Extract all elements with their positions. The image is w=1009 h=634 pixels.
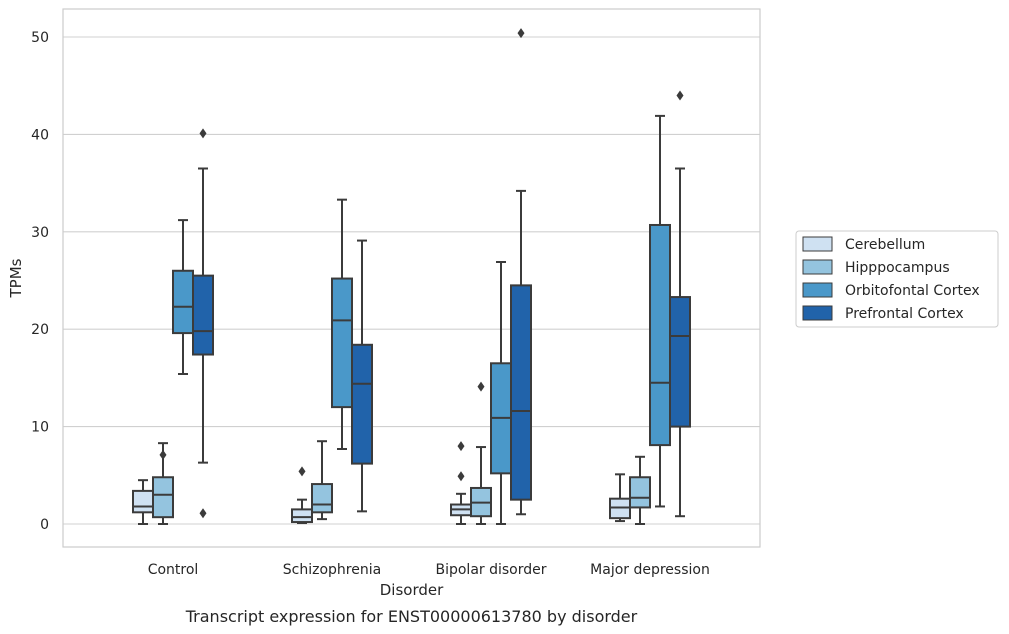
- box-iqr: [649, 223, 671, 447]
- box-iqr: [351, 343, 373, 465]
- outlier-point: [457, 471, 465, 482]
- y-tick-labels: 0 10 20 30 40 50: [31, 30, 49, 533]
- legend-swatch: [802, 305, 833, 321]
- y-tick-label: 10: [31, 420, 49, 436]
- legend-item: Prefrontal Cortex: [802, 305, 964, 322]
- y-tick-label: 50: [31, 30, 49, 46]
- x-tick-label: Major depression: [590, 562, 710, 578]
- y-tick-label: 40: [31, 127, 49, 143]
- box-prefrontal-cortex-3: [669, 90, 691, 518]
- x-axis-label: Disorder: [380, 581, 444, 599]
- legend-item: Cerebellum: [802, 236, 925, 253]
- box-prefrontal-cortex-2: [510, 28, 532, 516]
- legend-item: Hipppocampus: [802, 259, 950, 276]
- legend-frame: [795, 230, 999, 328]
- plot-frame: [62, 8, 761, 548]
- box-iqr: [152, 476, 174, 519]
- box-hipppocampus-2: [470, 381, 492, 525]
- outlier-point: [159, 449, 167, 460]
- x-tick-label: Schizophrenia: [283, 562, 381, 578]
- y-tick-label: 0: [40, 517, 49, 533]
- box-iqr: [132, 489, 154, 514]
- outlier-point: [199, 508, 207, 519]
- legend-label: Hipppocampus: [845, 260, 950, 276]
- box-iqr: [192, 274, 214, 356]
- x-tick-labels: Control Schizophrenia Bipolar disorder Majo…: [148, 562, 710, 578]
- box-hipppocampus-0: [152, 442, 174, 525]
- box-prefrontal-cortex-1: [351, 239, 373, 513]
- box-iqr: [331, 277, 353, 409]
- box-iqr: [669, 296, 691, 428]
- box-iqr: [291, 508, 313, 524]
- outlier-point: [517, 28, 525, 39]
- y-tick-label: 20: [31, 322, 49, 338]
- box-iqr: [172, 269, 194, 335]
- legend-item: Orbitofontal Cortex: [802, 282, 980, 299]
- y-axis-label: TPMs: [7, 258, 25, 298]
- chart-caption: Transcript expression for ENST0000061378…: [185, 607, 638, 626]
- box-prefrontal-cortex-0: [192, 128, 214, 519]
- legend-label: Prefrontal Cortex: [845, 306, 964, 322]
- box-iqr: [629, 476, 651, 509]
- outlier-point: [457, 441, 465, 452]
- box-series: [132, 28, 691, 525]
- x-tick-label: Bipolar disorder: [435, 562, 546, 578]
- outlier-point: [298, 466, 306, 477]
- legend-swatch: [802, 236, 833, 252]
- box-orbitofontal-cortex-0: [172, 219, 194, 376]
- legend-label: Cerebellum: [845, 237, 925, 253]
- outlier-point: [199, 128, 207, 139]
- legend: Cerebellum Hipppocampus Orbitofontal Corte…: [795, 230, 999, 328]
- legend-swatch: [802, 259, 833, 275]
- legend-swatch: [802, 282, 833, 298]
- outlier-point: [676, 90, 684, 101]
- box-iqr: [311, 483, 333, 514]
- box-cerebellum-2: [450, 441, 472, 525]
- x-tick-label: Control: [148, 562, 199, 578]
- box-hipppocampus-1: [311, 440, 333, 521]
- outlier-point: [477, 381, 485, 392]
- legend-label: Orbitofontal Cortex: [845, 283, 980, 299]
- box-cerebellum-1: [291, 466, 313, 525]
- box-iqr: [510, 284, 532, 501]
- box-cerebellum-0: [132, 479, 154, 525]
- y-tick-label: 30: [31, 225, 49, 241]
- box-orbitofontal-cortex-1: [331, 198, 353, 451]
- box-orbitofontal-cortex-3: [649, 114, 671, 508]
- box-hipppocampus-3: [629, 455, 651, 525]
